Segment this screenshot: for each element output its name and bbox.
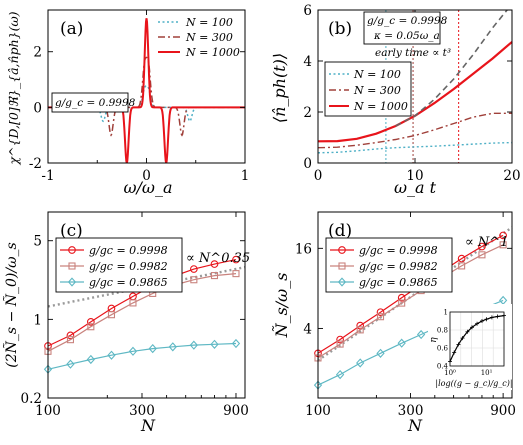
inset-y-label: η — [429, 337, 439, 343]
x-tick-label: 20 — [503, 168, 520, 184]
y-tick-label: 0 — [303, 156, 312, 172]
series-line-b-2 — [318, 113, 512, 147]
inset-y-tick-label: 0.4 — [437, 363, 449, 371]
annotation-b-1: g/g_c = 0.9998 — [367, 15, 448, 27]
x-tick-label: 900 — [490, 403, 516, 419]
y-tick-label: 4 — [303, 321, 312, 337]
legend-entry-d-1: g/gc = 0.9998 — [359, 244, 438, 257]
x-axis-label-c: N — [140, 416, 156, 435]
y-tick-label: 2 — [303, 105, 312, 121]
legend-entry-a-3: N = 1000 — [185, 46, 240, 59]
y-axis-label-c: (2Ñ_s − Ñ_0)/ω_s — [2, 242, 20, 367]
legend-entry-c-1: g/gc = 0.9998 — [89, 244, 168, 257]
inset-y-tick-label: 0.6 — [437, 345, 449, 353]
inset-x-tick-label: 10¹ — [481, 369, 493, 377]
annotation-a: g/g_c = 0.9998 — [55, 97, 136, 109]
data-point — [500, 297, 507, 305]
legend-entry-c-2: g/gc = 0.9982 — [89, 260, 168, 273]
legend-entry-a-2: N = 300 — [185, 31, 233, 44]
inset-y-tick-label: 1 — [444, 309, 448, 317]
y-tick-label: 6 — [303, 3, 312, 19]
y-tick-label: 16 — [295, 241, 312, 257]
x-tick-label: 900 — [223, 403, 249, 419]
panel-label-b: (b) — [328, 19, 352, 39]
fit-label-d: ∝ N^1 — [465, 235, 508, 250]
x-axis-label-d: N — [407, 416, 423, 435]
y-tick-label: 0 — [33, 100, 42, 116]
legend-entry-c-3: g/gc = 0.9865 — [89, 276, 168, 289]
series-line-c-3 — [48, 344, 236, 370]
y-axis-label-a: χ^{D,[0]ℜ}_{â,n̂ph}(ω) — [6, 11, 21, 165]
x-axis-label-a: ω/ω_a — [123, 178, 172, 197]
y-tick-label: 1 — [33, 312, 42, 328]
fit-label-c: ∝ N^0.35 — [186, 251, 250, 266]
legend-entry-b-3: N = 1000 — [353, 100, 408, 113]
panel-label-a: (a) — [60, 19, 83, 39]
series-line-b-1 — [318, 143, 512, 153]
x-tick-label: 100 — [305, 403, 331, 419]
legend-entry-d-3: g/gc = 0.9865 — [359, 276, 438, 289]
annotation-b-2: κ = 0.05ω_a — [373, 30, 440, 42]
x-axis-label-b: ω_a t — [394, 178, 437, 197]
note-early-time: early time ∝ t³ — [375, 47, 451, 59]
inset-y-tick-label: 0.8 — [437, 327, 448, 335]
legend-entry-b-2: N = 300 — [353, 84, 401, 97]
y-tick-label: 5 — [33, 234, 42, 250]
legend-entry-a-1: N = 100 — [185, 16, 233, 29]
legend-entry-b-1: N = 100 — [353, 68, 401, 81]
legend-entry-d-2: g/gc = 0.9982 — [359, 260, 438, 273]
y-axis-label-b: ⟨n̂_ph(t)⟩ — [270, 53, 289, 123]
y-tick-label: -2 — [29, 156, 42, 172]
x-tick-label: -1 — [41, 168, 54, 184]
y-tick-label: 4 — [303, 54, 312, 70]
x-tick-label: 1 — [241, 168, 250, 184]
y-axis-label-d: Ñ_s/ω_s — [271, 273, 291, 339]
y-tick-label: 0.2 — [21, 391, 42, 407]
inset-x-label: |log((g − g_c)/g_c)| — [435, 379, 512, 388]
x-tick-label: 0 — [314, 168, 323, 184]
y-tick-label: 2 — [33, 45, 42, 61]
